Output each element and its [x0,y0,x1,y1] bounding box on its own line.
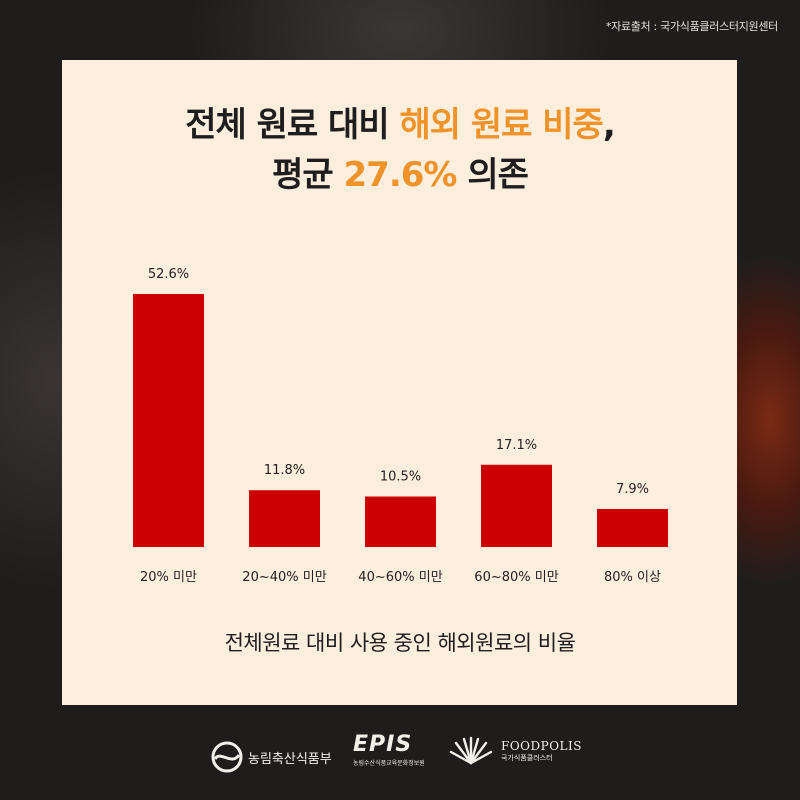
chart-title: 전체원료 대비 사용 중인 해외원료의 비율 [224,631,576,655]
headline-highlight: 해외 원료 비중 [399,105,603,145]
headline-line-1: 전체 원료 대비 해외 원료 비중, [0,100,800,150]
data-label: 11.8% [264,463,305,478]
category-label: 20~40% 미만 [242,570,326,585]
bar [481,464,552,547]
data-label: 10.5% [380,469,421,484]
bar [365,496,436,547]
data-label: 7.9% [616,482,649,497]
data-label: 52.6% [148,267,189,282]
headline-text: 의존 [456,155,529,195]
headline: 전체 원료 대비 해외 원료 비중, 평균 27.6% 의존 [0,100,800,200]
footer-logos: 농림축산식품부 EPIS 농림수산식품교육문화정보원 FOODPOLIS [0,732,800,782]
headline-comma: , [602,105,616,145]
source-note: *자료출처 : 국가식품클러스터지원센터 [605,20,778,33]
bar [249,490,320,547]
bar [133,294,204,547]
ministry-emblem-icon [211,741,243,773]
ministry-name: 농림축산식품부 [248,751,332,767]
foodpolis-logo: FOODPOLIS 국가식품클러스터 [447,736,582,766]
headline-text: 전체 원료 대비 [185,105,400,145]
foodpolis-name: FOODPOLIS [501,739,582,753]
category-label: 60~80% 미만 [474,570,558,585]
headline-average-value: 27.6% [343,155,458,195]
epis-logo: EPIS 농림수산식품교육문화정보원 [353,732,425,767]
epis-name: EPIS [353,732,413,757]
foodpolis-subtitle: 국가식품클러스터 [501,754,553,762]
bar [597,509,668,547]
category-label: 80% 이상 [604,570,661,585]
foodpolis-fan-icon [449,736,493,765]
category-label: 40~60% 미만 [358,570,442,585]
ministry-logo: 농림축산식품부 [210,740,332,774]
epis-subtitle: 농림수산식품교육문화정보원 [353,760,425,767]
data-label: 17.1% [496,438,537,453]
headline-line-2: 평균 27.6% 의존 [0,150,800,200]
category-label: 20% 미만 [140,570,197,585]
headline-text: 평균 [272,155,344,195]
